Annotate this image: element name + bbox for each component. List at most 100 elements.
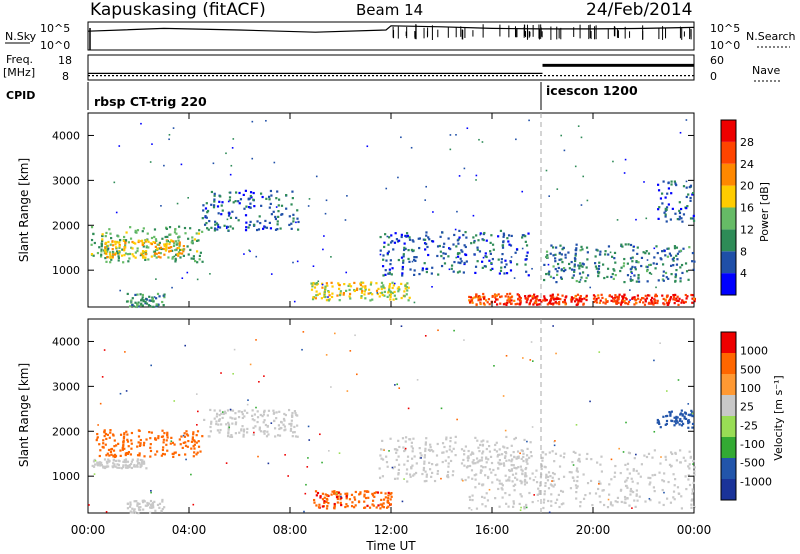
- power-point: [132, 241, 135, 244]
- power-noise-point: [664, 249, 666, 252]
- velocity-point: [579, 505, 582, 508]
- power-point: [524, 263, 527, 266]
- velocity-point: [151, 501, 155, 505]
- power-point: [506, 292, 509, 296]
- power-point: [483, 295, 486, 298]
- velocity-point: [512, 464, 515, 467]
- power-point: [272, 210, 275, 213]
- power-point: [150, 255, 153, 258]
- power-point: [646, 268, 649, 271]
- power-point: [599, 250, 602, 253]
- velocity-point: [114, 455, 118, 458]
- power-noise-point: [386, 235, 389, 238]
- power-y-tick-label: 2000: [52, 219, 80, 232]
- velocity-point: [145, 504, 148, 507]
- power-point: [418, 237, 422, 240]
- power-noise-point: [312, 265, 315, 268]
- velocity-point: [107, 465, 110, 468]
- velocity-noise-point: [610, 458, 613, 461]
- velocity-point: [446, 474, 449, 477]
- velocity-point: [231, 417, 234, 420]
- power-point: [391, 240, 394, 243]
- power-noise-point: [366, 145, 369, 148]
- velocity-noise-point: [504, 429, 507, 432]
- velocity-point: [213, 409, 216, 412]
- power-point: [165, 240, 169, 243]
- power-point: [423, 262, 426, 265]
- velocity-point: [126, 440, 130, 443]
- velocity-point: [539, 476, 543, 479]
- power-point: [342, 292, 346, 295]
- power-point: [600, 293, 603, 296]
- power-point: [423, 238, 427, 241]
- velocity-point: [512, 450, 515, 454]
- velocity-point: [671, 419, 674, 423]
- velocity-point: [152, 506, 155, 509]
- power-point: [578, 262, 582, 265]
- power-point: [259, 221, 262, 225]
- power-point: [406, 282, 409, 285]
- power-noise-point: [393, 282, 396, 285]
- power-colorbar-swatch: [721, 251, 736, 274]
- velocity-noise-point: [192, 503, 195, 506]
- power-point: [139, 293, 142, 296]
- velocity-noise-point: [575, 424, 578, 426]
- velocity-point: [436, 442, 439, 446]
- velocity-colorbar-tick-label: 25: [740, 401, 754, 414]
- cpid-program-1: rbsp CT-trig 220: [94, 94, 207, 109]
- power-point: [622, 262, 626, 265]
- velocity-noise-point: [255, 406, 257, 409]
- power-point: [489, 252, 492, 255]
- velocity-point: [154, 453, 157, 456]
- velocity-point: [463, 449, 466, 452]
- velocity-point: [479, 443, 482, 447]
- velocity-point: [614, 464, 617, 468]
- power-point: [221, 201, 224, 204]
- power-point: [239, 198, 243, 201]
- velocity-point: [278, 410, 281, 413]
- velocity-point: [446, 470, 450, 474]
- power-point: [650, 298, 653, 302]
- power-point: [579, 294, 582, 298]
- velocity-noise-point: [653, 430, 656, 433]
- power-point: [464, 245, 467, 249]
- power-point: [607, 253, 610, 256]
- power-noise-point: [456, 210, 458, 213]
- power-noise-point: [125, 240, 127, 242]
- velocity-y-tick-label: 1000: [52, 470, 80, 483]
- velocity-point: [376, 491, 380, 494]
- velocity-point: [245, 431, 249, 434]
- power-point: [458, 252, 461, 255]
- velocity-point: [651, 474, 654, 477]
- velocity-point: [153, 500, 156, 503]
- velocity-point: [363, 495, 366, 498]
- velocity-point: [538, 492, 541, 495]
- power-point: [606, 267, 610, 270]
- power-point: [644, 294, 647, 297]
- power-point: [425, 270, 428, 274]
- power-point: [388, 286, 391, 289]
- velocity-point: [477, 446, 480, 449]
- velocity-point: [466, 459, 470, 462]
- velocity-point: [468, 506, 471, 510]
- power-noise-point: [646, 259, 649, 261]
- velocity-point: [119, 433, 123, 436]
- velocity-colorbar-tick-label: 500: [740, 363, 761, 376]
- power-point: [250, 196, 253, 199]
- velocity-point: [442, 451, 445, 454]
- velocity-point: [135, 464, 139, 467]
- power-point: [580, 298, 584, 301]
- power-noise-point: [112, 250, 114, 253]
- power-point: [672, 293, 675, 297]
- velocity-point: [599, 500, 602, 504]
- velocity-point: [636, 482, 639, 485]
- power-point: [517, 293, 521, 297]
- velocity-point: [136, 502, 139, 505]
- power-point: [489, 268, 492, 272]
- power-point: [131, 303, 134, 307]
- velocity-point: [523, 478, 527, 482]
- power-point: [629, 243, 633, 247]
- power-point: [668, 252, 671, 255]
- velocity-point: [635, 469, 638, 473]
- power-point: [104, 235, 107, 238]
